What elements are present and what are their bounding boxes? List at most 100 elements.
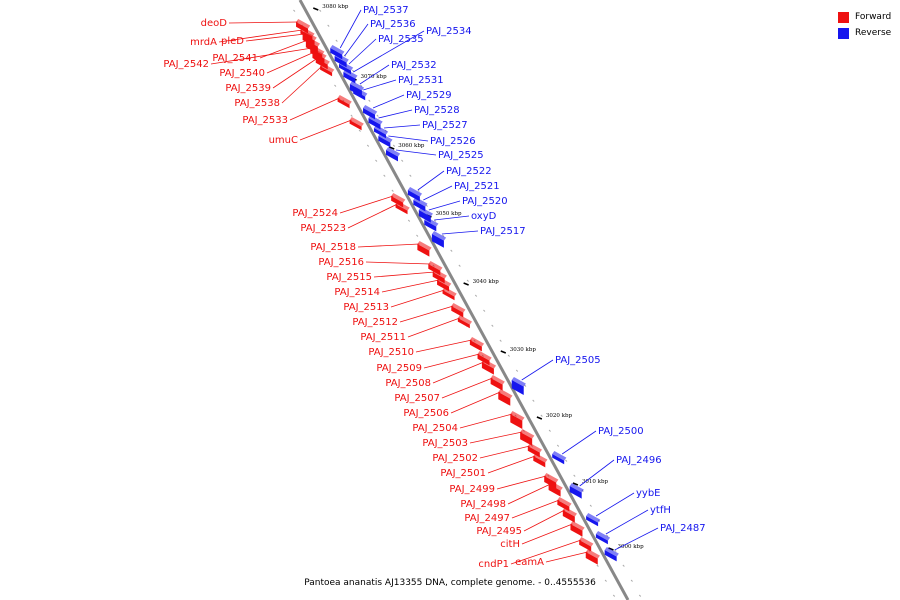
paj-2496-label[interactable]: PAJ_2496 [616, 455, 662, 466]
paj-2496-glyph[interactable] [569, 483, 584, 499]
paj-2518-shape [417, 244, 430, 257]
paj-2526-glyph[interactable] [378, 133, 393, 148]
paj-2532-label[interactable]: PAJ_2532 [391, 60, 437, 71]
paj-2539-label[interactable]: PAJ_2539 [225, 83, 271, 94]
paj-2534-label[interactable]: PAJ_2534 [426, 26, 472, 37]
paj-2538-label[interactable]: PAJ_2538 [234, 98, 280, 109]
paj-2507-shape [490, 378, 503, 391]
eama-glyph[interactable] [585, 549, 600, 565]
paj-2503-label[interactable]: PAJ_2503 [422, 438, 468, 449]
paj-2505-label[interactable]: PAJ_2505 [555, 355, 601, 366]
paj-2528-label[interactable]: PAJ_2528 [414, 105, 460, 116]
paj-2498-glyph[interactable] [548, 481, 563, 497]
paj-2510-label[interactable]: PAJ_2510 [368, 347, 414, 358]
cndp1-glyph[interactable] [579, 537, 594, 552]
paj-2511-glyph[interactable] [457, 315, 473, 329]
paj-2509-label[interactable]: PAJ_2509 [376, 363, 422, 374]
axis-tick [409, 174, 412, 177]
paj-2529-label[interactable]: PAJ_2529 [406, 90, 452, 101]
paj-2538-glyph[interactable] [320, 63, 335, 77]
deod-label[interactable]: deoD [201, 18, 228, 29]
pled-label[interactable]: pleD [221, 36, 244, 47]
paj-2501-glyph[interactable] [533, 453, 548, 468]
paj-2499-label[interactable]: PAJ_2499 [449, 484, 495, 495]
paj-2525-label[interactable]: PAJ_2525 [438, 150, 484, 161]
paj-2512-label[interactable]: PAJ_2512 [352, 317, 398, 328]
paj-2507-glyph[interactable] [490, 375, 505, 391]
paj-2536-label[interactable]: PAJ_2536 [370, 19, 416, 30]
paj-2537-label[interactable]: PAJ_2537 [363, 5, 409, 16]
yybe-glyph[interactable] [586, 513, 601, 527]
yybe-label[interactable]: yybE [636, 488, 661, 499]
cith-glyph[interactable] [570, 521, 585, 537]
paj-2522-label[interactable]: PAJ_2522 [446, 166, 492, 177]
oxyd-label[interactable]: oxyD [471, 211, 497, 222]
eama-label[interactable]: eamA [515, 557, 544, 568]
paj-2487-label[interactable]: PAJ_2487 [660, 523, 706, 534]
paj-2523-glyph[interactable] [395, 201, 410, 215]
paj-2520-label[interactable]: PAJ_2520 [462, 196, 508, 207]
paj-2523-label[interactable]: PAJ_2523 [300, 223, 346, 234]
paj-2506-label[interactable]: PAJ_2506 [403, 408, 449, 419]
paj-2495-label[interactable]: PAJ_2495 [476, 526, 522, 537]
paj-2531-label[interactable]: PAJ_2531 [398, 75, 444, 86]
umuc-label[interactable]: umuC [269, 135, 298, 146]
paj-2525-shape [386, 150, 398, 162]
paj-2508-glyph[interactable] [481, 359, 497, 375]
paj-2516-label[interactable]: PAJ_2516 [318, 257, 364, 268]
paj-2512-glyph[interactable] [451, 303, 466, 318]
ytfh-glyph[interactable] [595, 531, 611, 545]
mrda-label[interactable]: mrdA [190, 37, 217, 48]
paj-2542-label[interactable]: PAJ_2542 [163, 59, 209, 70]
paj-2502-label[interactable]: PAJ_2502 [432, 453, 478, 464]
paj-2541-label[interactable]: PAJ_2541 [212, 53, 258, 64]
paj-2521-label[interactable]: PAJ_2521 [454, 181, 500, 192]
paj-2500-label[interactable]: PAJ_2500 [598, 426, 644, 437]
paj-2500-glyph[interactable] [552, 451, 567, 465]
paj-2525-glyph[interactable] [386, 147, 401, 162]
paj-2505-glyph[interactable] [511, 377, 526, 395]
paj-2518-glyph[interactable] [417, 241, 432, 257]
paj-2518-label[interactable]: PAJ_2518 [310, 242, 356, 253]
paj-2517-glyph[interactable] [431, 231, 447, 248]
deod-top [296, 19, 311, 29]
paj-2508-label[interactable]: PAJ_2508 [385, 378, 431, 389]
cndp1-label[interactable]: cndP1 [478, 559, 509, 570]
cith-label[interactable]: citH [500, 539, 520, 550]
paj-2497-label[interactable]: PAJ_2497 [464, 513, 510, 524]
paj-2487-glyph[interactable] [604, 547, 619, 562]
paj-2540-label[interactable]: PAJ_2540 [219, 68, 265, 79]
paj-2495-glyph[interactable] [562, 506, 577, 523]
ytfh-label[interactable]: ytfH [650, 505, 671, 516]
paj-2527-label[interactable]: PAJ_2527 [422, 120, 468, 131]
paj-2531-glyph[interactable] [353, 87, 368, 101]
paj-2498-label[interactable]: PAJ_2498 [460, 499, 506, 510]
paj-2533-label[interactable]: PAJ_2533 [242, 115, 288, 126]
paj-2487-top [604, 547, 619, 557]
paj-2511-label[interactable]: PAJ_2511 [360, 332, 406, 343]
paj-2533-glyph[interactable] [337, 95, 352, 109]
paj-2535-label[interactable]: PAJ_2535 [378, 34, 424, 45]
paj-2513-glyph[interactable] [442, 287, 457, 301]
paj-2538-leader [281, 65, 323, 104]
paj-2524-label[interactable]: PAJ_2524 [292, 208, 338, 219]
paj-2506-glyph[interactable] [498, 389, 513, 406]
paj-2534-glyph[interactable] [343, 69, 358, 84]
axis-tick [596, 564, 599, 567]
oxyd-glyph[interactable] [424, 217, 439, 232]
paj-2526-label[interactable]: PAJ_2526 [430, 136, 476, 147]
paj-2501-label[interactable]: PAJ_2501 [440, 468, 486, 479]
paj-2510-glyph[interactable] [469, 337, 485, 352]
umuc-glyph[interactable] [349, 117, 364, 131]
paj-2504-shape [510, 414, 523, 429]
paj-2507-label[interactable]: PAJ_2507 [394, 393, 440, 404]
paj-2514-label[interactable]: PAJ_2514 [334, 287, 380, 298]
paj-2527-leader [383, 124, 421, 129]
paj-2517-label[interactable]: PAJ_2517 [480, 226, 526, 237]
paj-2504-label[interactable]: PAJ_2504 [412, 423, 458, 434]
paj-2513-label[interactable]: PAJ_2513 [343, 302, 389, 313]
paj-2504-glyph[interactable] [510, 411, 525, 429]
paj-2503-glyph[interactable] [520, 429, 535, 446]
paj-2523-shape [395, 204, 408, 215]
paj-2515-label[interactable]: PAJ_2515 [326, 272, 372, 283]
